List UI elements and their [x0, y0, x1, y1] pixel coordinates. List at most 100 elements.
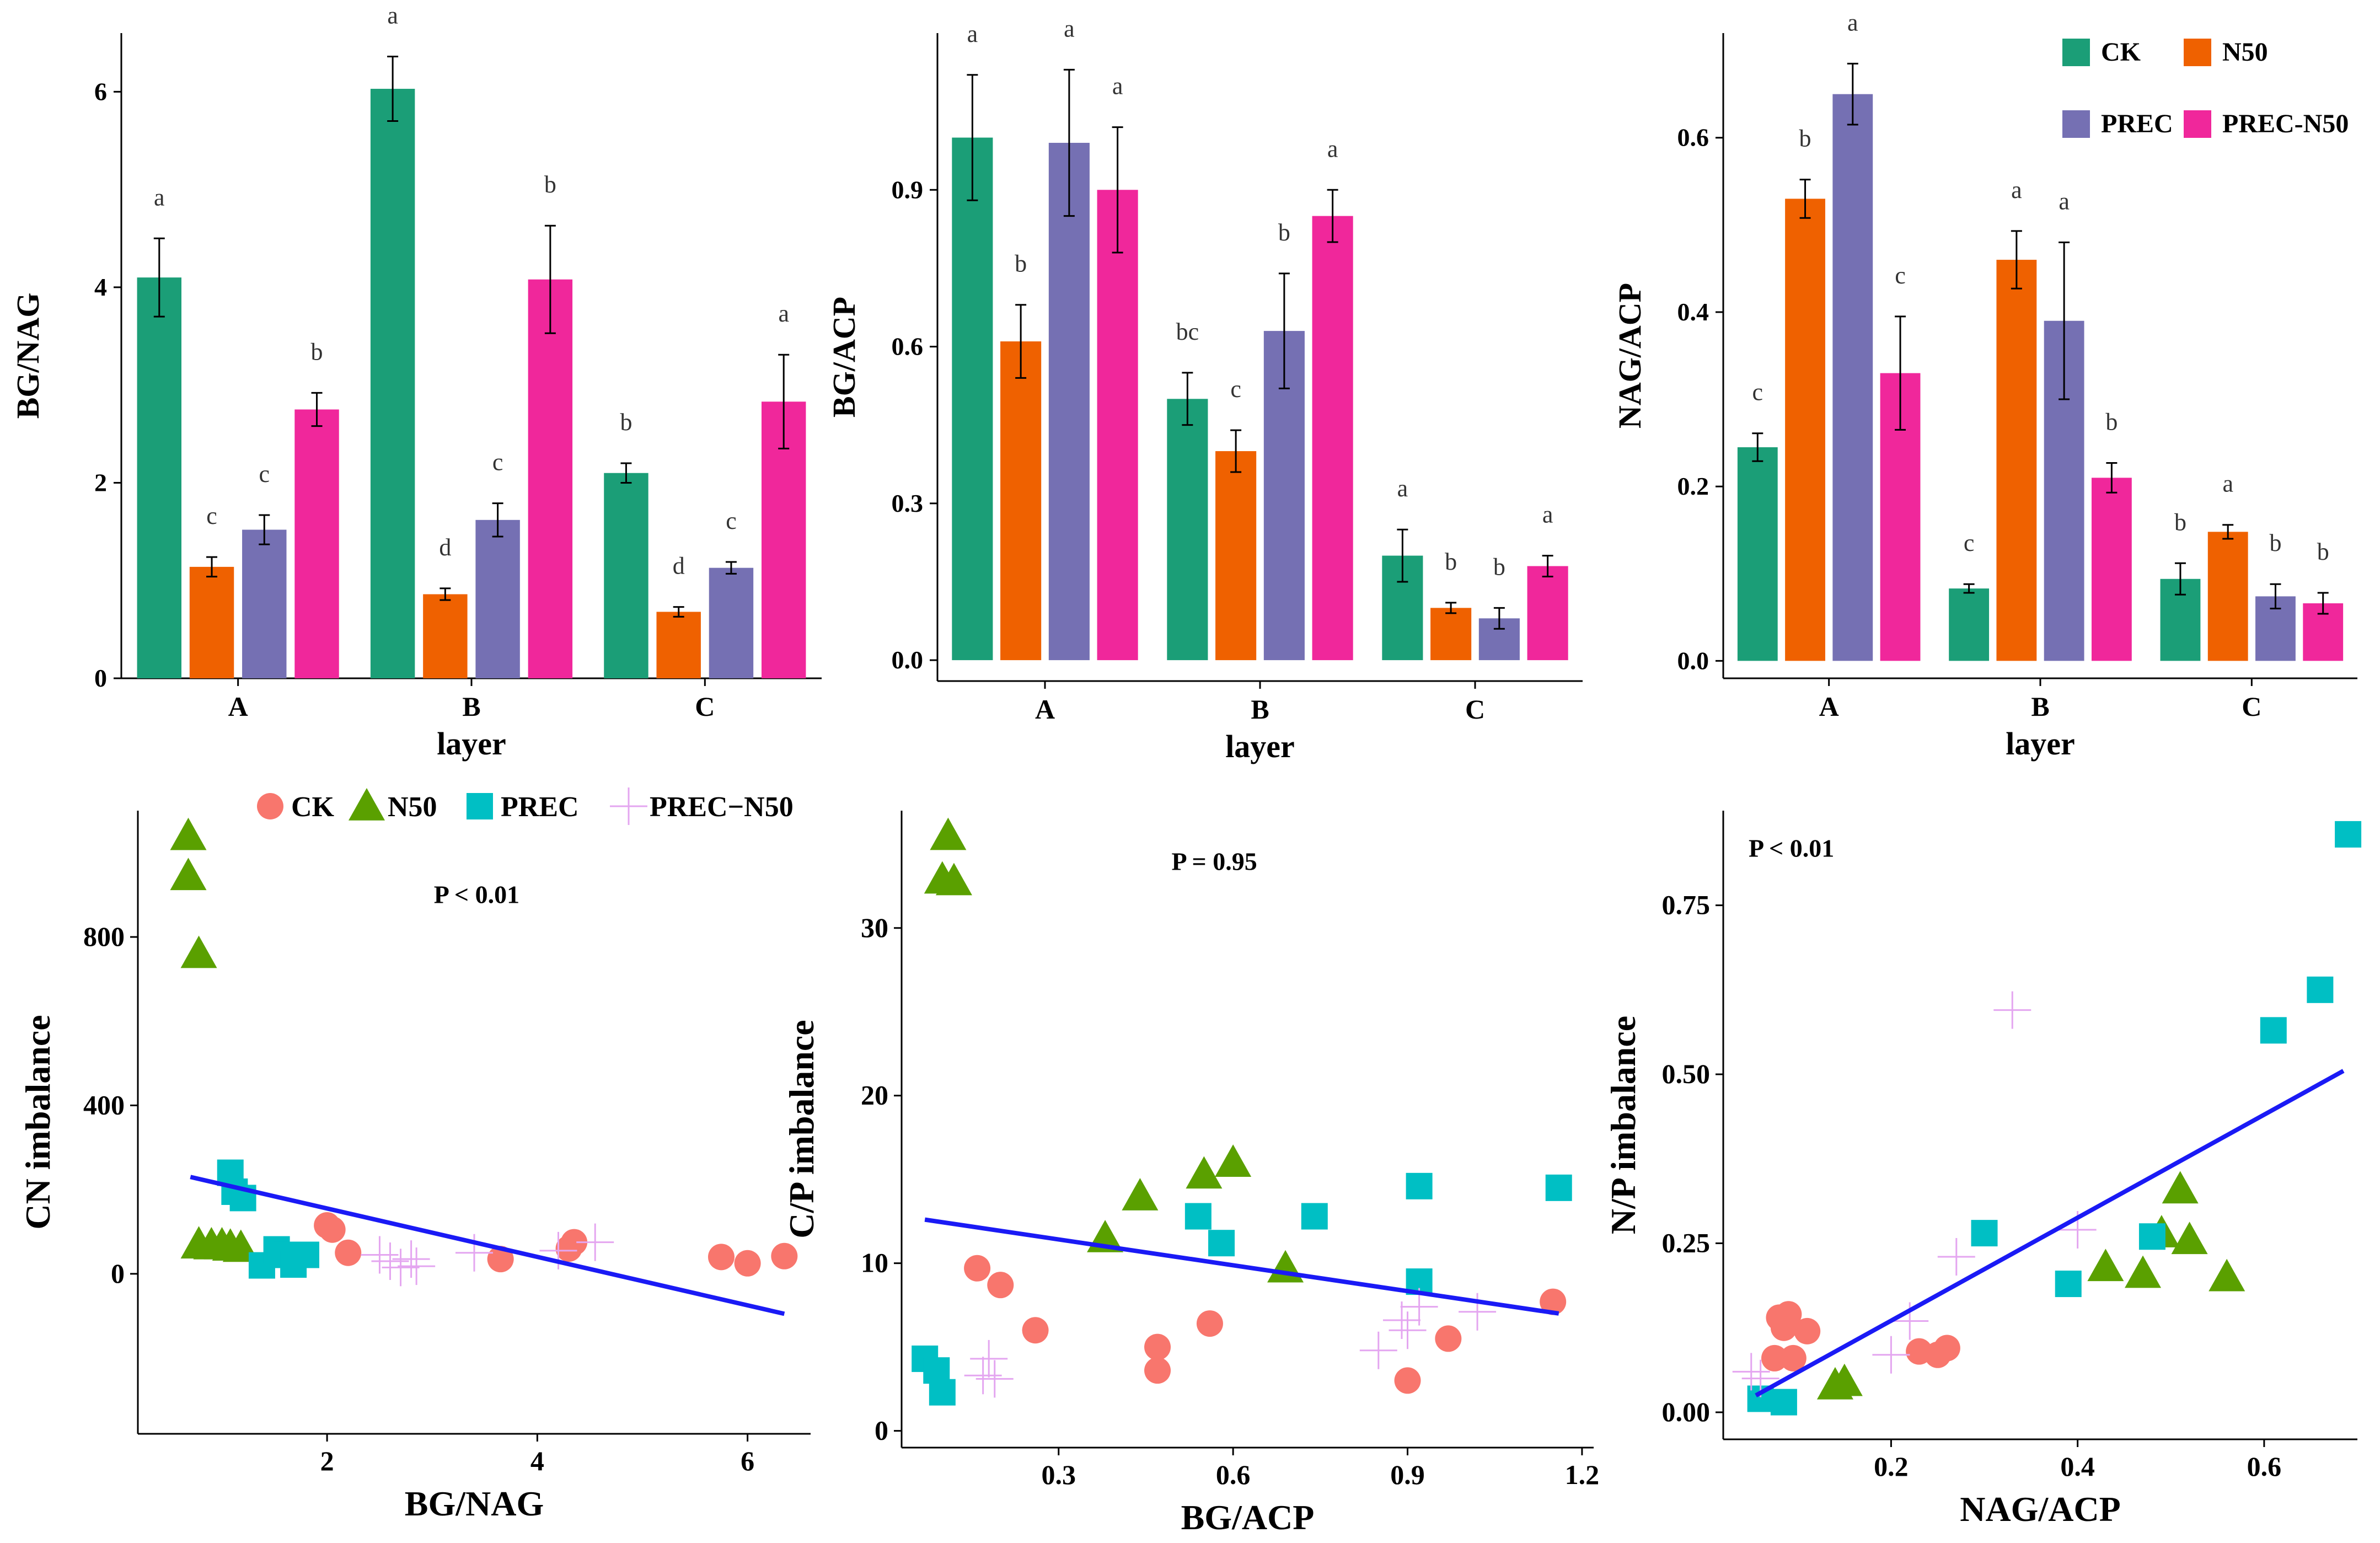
point-prec [2260, 1017, 2287, 1044]
bar-n50-a [1000, 341, 1042, 661]
point-prec-n50 [371, 1242, 409, 1280]
point-ck [1144, 1333, 1171, 1360]
y-tick-label: 0.00 [1662, 1396, 1711, 1427]
scatter-legend: CK N50 PREC PREC−N50 [257, 787, 794, 825]
point-prec [1184, 1203, 1212, 1230]
y-tick-label: 10 [861, 1247, 888, 1278]
y-axis-label: N/P imbalance [1604, 1016, 1643, 1234]
bar-n50-a [1785, 199, 1825, 661]
significance-letter: c [1230, 376, 1241, 403]
significance-letter: bc [1176, 318, 1199, 345]
point-prec-n50 [361, 1236, 399, 1274]
x-axis-label: layer [1225, 728, 1295, 764]
significance-letter: c [1752, 379, 1763, 406]
point-ck [1933, 1335, 1960, 1362]
x-tick-label: 0.2 [1874, 1451, 1909, 1482]
significance-letter: c [492, 449, 503, 476]
bar-ck-c [604, 473, 648, 678]
point-ck [1435, 1325, 1462, 1352]
significance-letter: a [2011, 176, 2022, 203]
x-tick-label: 4 [530, 1445, 544, 1476]
bar-prec-a [1048, 142, 1090, 661]
point-n50 [1122, 1178, 1159, 1210]
bar-chart-1: 0 2 4 6 Aa c c b Ba d c b Cb d c a layer BG/NAG [10, 2, 822, 762]
significance-letter: c [1895, 262, 1906, 289]
y-tick-label: 0.6 [892, 333, 924, 361]
x-tick-label: 6 [741, 1445, 754, 1476]
legend-label-prec-n50: PREC-N50 [2222, 109, 2349, 138]
point-n50 [1215, 1144, 1252, 1177]
bar-prec-n50-c [1527, 566, 1568, 661]
p-value-annotation: P < 0.01 [434, 881, 519, 909]
x-tick-label: 0.3 [1041, 1459, 1076, 1490]
x-tick-label: C [695, 691, 715, 722]
x-tick-label: B [2031, 691, 2049, 722]
significance-letter: b [1445, 548, 1457, 575]
point-prec-n50 [975, 1360, 1014, 1398]
y-tick-label: 0.50 [1662, 1058, 1711, 1089]
point-prec [1301, 1203, 1328, 1230]
legend-label-ck: CK [2101, 37, 2141, 67]
significance-letter: a [778, 300, 789, 327]
scatter-chart-3: 0.00 0.25 0.50 0.75 0.2 0.4 0.6 P < 0.01 NAG/ACP… [1604, 811, 2362, 1529]
y-axis-label: BG/ACP [826, 297, 862, 417]
significance-letter: b [2269, 529, 2281, 556]
significance-letter: b [2174, 508, 2186, 535]
bar-n50-b [423, 594, 468, 678]
x-tick-label: 0.4 [2060, 1451, 2095, 1482]
point-prec [293, 1241, 319, 1268]
p-value-annotation: P < 0.01 [1749, 834, 1834, 862]
x-axis-label: BG/ACP [1181, 1498, 1315, 1537]
point-n50 [2209, 1258, 2245, 1292]
x-axis-label: layer [437, 726, 506, 762]
bar-ck-a [952, 137, 993, 661]
significance-letter: a [154, 184, 165, 211]
scatter-chart-2: 0 10 20 30 0.3 0.6 0.9 1.2 P = 0.95 BG/ACP C/P imb… [782, 811, 1599, 1537]
point-ck [1394, 1367, 1421, 1394]
legend-swatch-prec-n50 [2184, 110, 2211, 138]
point-prec [1971, 1220, 1998, 1247]
point-n50 [935, 862, 972, 896]
significance-letter: b [620, 409, 632, 436]
regression-line [190, 1175, 785, 1316]
y-tick-label: 0.3 [892, 489, 924, 517]
point-prec [1208, 1230, 1235, 1257]
point-ck [1540, 1288, 1567, 1315]
bar-n50-c [656, 612, 701, 678]
legend-marker-prec [467, 793, 493, 819]
bar-prec-a [1832, 94, 1873, 661]
significance-letter: a [2222, 470, 2233, 497]
legend-swatch-prec [2062, 110, 2090, 138]
y-tick-label: 0.9 [892, 175, 924, 203]
significance-letter: d [439, 534, 451, 561]
point-prec-n50 [1389, 1311, 1427, 1349]
significance-letter: c [1964, 529, 1975, 556]
bar-n50-b [1215, 451, 1257, 661]
bar-prec-b [475, 519, 520, 678]
scatter-chart-1: 0 400 800 2 4 6 P < 0.01 BG/NAG CN imbalance [18, 811, 811, 1523]
x-tick-label: 0.6 [1216, 1459, 1251, 1490]
y-tick-label: 0.75 [1662, 890, 1711, 920]
x-axis-label: BG/NAG [405, 1484, 544, 1523]
y-tick-label: 6 [94, 77, 107, 105]
significance-letter: c [206, 502, 217, 529]
legend-marker-n50 [349, 788, 385, 821]
regression-line [1755, 1069, 2345, 1397]
point-prec [1406, 1172, 1433, 1199]
legend-label-n50: N50 [388, 791, 437, 823]
bar-chart-3: 0.0 0.2 0.4 0.6 Ac b a c Bc a a b Cb a b b layer NAG/ACP [1612, 9, 2357, 762]
bar-n50-a [189, 566, 234, 678]
significance-letter: b [1015, 250, 1027, 277]
p-value-annotation: P = 0.95 [1171, 847, 1257, 875]
point-ck [1794, 1317, 1821, 1344]
y-tick-label: 2 [94, 468, 107, 496]
y-tick-label: 0.25 [1662, 1228, 1711, 1258]
y-tick-label: 0.0 [1677, 646, 1709, 674]
y-tick-label: 0.2 [1677, 472, 1709, 500]
significance-letter: a [1327, 135, 1338, 162]
x-tick-label: A [1035, 694, 1055, 725]
point-ck [487, 1246, 514, 1273]
significance-letter: b [1278, 219, 1290, 246]
significance-letter: b [2105, 408, 2118, 435]
